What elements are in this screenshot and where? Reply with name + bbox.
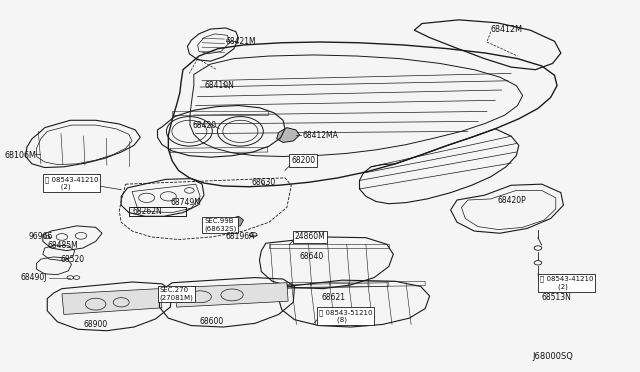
Text: 68420P: 68420P bbox=[497, 196, 526, 205]
Text: 24860M: 24860M bbox=[294, 232, 325, 241]
Text: 68200: 68200 bbox=[291, 156, 316, 166]
Text: 68410N: 68410N bbox=[204, 81, 234, 90]
Text: 96966: 96966 bbox=[28, 232, 52, 241]
Text: 68420: 68420 bbox=[193, 121, 217, 129]
Text: 68749M: 68749M bbox=[170, 198, 201, 207]
Polygon shape bbox=[230, 216, 244, 227]
Polygon shape bbox=[276, 128, 300, 142]
Text: Ⓢ 08543-41210
        (2): Ⓢ 08543-41210 (2) bbox=[540, 276, 593, 290]
Text: 68600: 68600 bbox=[200, 317, 224, 326]
Polygon shape bbox=[62, 289, 162, 314]
Text: 68412M: 68412M bbox=[491, 25, 523, 33]
Polygon shape bbox=[175, 283, 288, 307]
Text: Ⓢ 08543-51210
        (8): Ⓢ 08543-51210 (8) bbox=[319, 309, 372, 323]
Text: 68490J: 68490J bbox=[20, 273, 47, 282]
Text: 68900: 68900 bbox=[84, 320, 108, 329]
Text: 68621: 68621 bbox=[321, 293, 345, 302]
Text: 68520: 68520 bbox=[60, 254, 84, 264]
Text: 68196A: 68196A bbox=[226, 232, 255, 241]
Text: 68106M: 68106M bbox=[4, 151, 36, 160]
Text: 68412MA: 68412MA bbox=[302, 131, 338, 140]
Text: 68421M: 68421M bbox=[226, 37, 256, 46]
Text: 68630: 68630 bbox=[251, 178, 275, 187]
Text: 68513N: 68513N bbox=[541, 293, 572, 302]
Text: 68485M: 68485M bbox=[47, 241, 78, 250]
Text: J68000SQ: J68000SQ bbox=[532, 352, 573, 361]
Text: SEC.270
(27081M): SEC.270 (27081M) bbox=[159, 287, 193, 301]
Text: Ⓢ 08543-41210
       (2): Ⓢ 08543-41210 (2) bbox=[45, 176, 98, 190]
Text: 68640: 68640 bbox=[300, 252, 324, 262]
Text: 68262N: 68262N bbox=[132, 207, 162, 217]
Text: SEC.99B
(68632S): SEC.99B (68632S) bbox=[204, 218, 236, 231]
